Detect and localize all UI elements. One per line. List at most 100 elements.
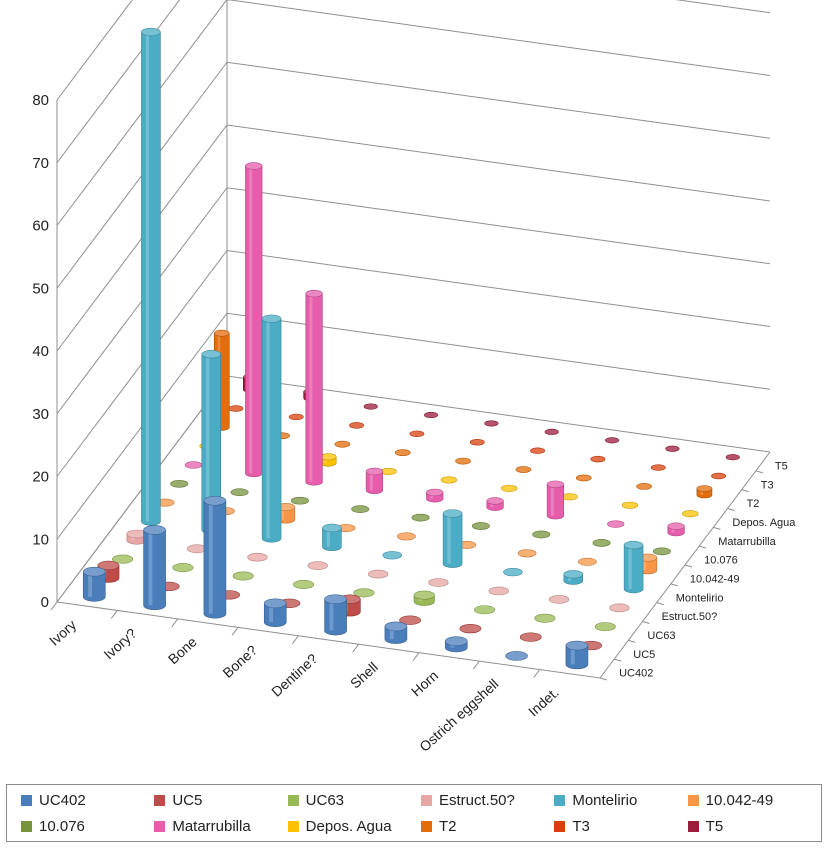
bar-top xyxy=(247,552,268,562)
x-tick-label: Indet. xyxy=(525,684,562,719)
bar-highlight xyxy=(266,318,270,539)
bar-cylinder xyxy=(261,314,282,543)
y-tick-label: 80 xyxy=(32,92,49,109)
bar-top xyxy=(534,613,556,623)
bar-top xyxy=(322,523,342,533)
bar-cylinder xyxy=(592,539,611,547)
bar-body xyxy=(546,484,565,520)
bar-cylinder xyxy=(293,579,315,589)
legend-swatch xyxy=(687,820,699,832)
bar-cylinder xyxy=(515,466,532,473)
x-tick-label: Ivory xyxy=(46,617,79,649)
bar-top xyxy=(519,632,542,642)
bar-top xyxy=(623,540,644,550)
bar-cylinder xyxy=(413,590,435,606)
bar-top xyxy=(725,454,740,461)
bar-top xyxy=(380,467,397,476)
bar-body xyxy=(305,293,323,486)
bar-top xyxy=(501,484,518,492)
bar-highlight xyxy=(326,527,331,547)
bar-cylinder xyxy=(112,554,134,564)
bar-body xyxy=(623,545,644,594)
depth-tick xyxy=(713,526,721,530)
depth-tick-label: Estruct.50? xyxy=(662,611,718,623)
bar-cylinder xyxy=(517,549,537,558)
depth-tick-label: UC402 xyxy=(619,668,653,680)
bar-top xyxy=(561,493,578,501)
bar-highlight xyxy=(369,471,373,491)
depth-tick-label: 10.042-49 xyxy=(690,573,740,585)
bar-cylinder xyxy=(170,479,189,488)
bar-top xyxy=(394,449,411,457)
depth-tick-label: Matarrubilla xyxy=(718,536,776,548)
bar-cylinder xyxy=(247,552,268,562)
bar-top xyxy=(97,560,120,571)
bar-top xyxy=(486,497,504,505)
bar-cylinder xyxy=(667,522,685,537)
bar-cylinder xyxy=(394,449,411,457)
legend-entry: T5 xyxy=(687,813,821,839)
bar-top xyxy=(609,603,630,613)
bar-cylinder xyxy=(305,289,323,486)
bar-top xyxy=(232,571,254,581)
bar-cylinder xyxy=(505,651,528,661)
chart-bars xyxy=(82,27,740,670)
bar-body xyxy=(141,31,161,526)
bar-cylinder xyxy=(503,567,523,577)
bar-top xyxy=(230,488,249,497)
bar-top xyxy=(141,27,161,37)
legend-swatch xyxy=(420,794,432,806)
legend-swatch xyxy=(287,794,299,806)
bar-top xyxy=(143,525,166,535)
depth-tick xyxy=(741,489,749,493)
bar-body xyxy=(442,513,463,568)
bar-top xyxy=(305,289,323,298)
legend-swatch xyxy=(554,820,566,832)
bar-highlight xyxy=(628,545,632,590)
legend-swatch xyxy=(21,794,32,806)
bar-cylinder xyxy=(82,566,106,602)
legend-entry: 10.076 xyxy=(21,813,154,839)
gridline xyxy=(56,187,771,415)
bar-cylinder xyxy=(594,622,616,632)
bar-top xyxy=(228,405,244,412)
bar-top xyxy=(444,636,468,646)
bar-cylinder xyxy=(353,588,375,598)
legend-label: T2 xyxy=(438,817,457,835)
bar-cylinder xyxy=(288,413,304,421)
legend-entry: T3 xyxy=(554,813,687,839)
legend-entry: Matarrubilla xyxy=(154,813,287,839)
bar-highlight xyxy=(280,506,284,520)
bar-top xyxy=(575,474,592,482)
bar-cylinder xyxy=(607,520,625,528)
bar-highlight xyxy=(642,557,646,571)
depth-tick xyxy=(656,602,664,606)
bar-cylinder xyxy=(382,551,403,560)
legend-entry: Montelirio xyxy=(554,787,687,813)
bar-top xyxy=(696,485,713,492)
depth-tick-label: T2 xyxy=(747,498,760,510)
legend-label: Estruct.50? xyxy=(438,791,515,809)
bar-highlight xyxy=(88,571,93,597)
bar-cylinder xyxy=(263,598,287,627)
bar-top xyxy=(261,314,282,323)
bar-cylinder xyxy=(546,480,565,520)
gridline xyxy=(56,124,771,352)
bar-top xyxy=(440,476,458,484)
bar-cylinder xyxy=(605,437,620,444)
bar-top xyxy=(411,513,430,522)
bar-body xyxy=(245,165,263,478)
bar-highlight xyxy=(148,529,153,606)
bar-top xyxy=(172,563,194,573)
depth-tick-label: 10.076 xyxy=(704,555,738,567)
bar-cylinder xyxy=(652,547,671,556)
legend-swatch xyxy=(154,820,166,832)
legend-label: Montelirio xyxy=(572,791,638,809)
x-tick-label: Horn xyxy=(408,667,441,699)
bar-top xyxy=(263,598,287,609)
bar-top xyxy=(711,472,727,480)
depth-tick xyxy=(642,621,650,624)
bar-cylinder xyxy=(324,594,347,636)
bar-top xyxy=(471,522,490,530)
x-tick xyxy=(171,618,179,628)
